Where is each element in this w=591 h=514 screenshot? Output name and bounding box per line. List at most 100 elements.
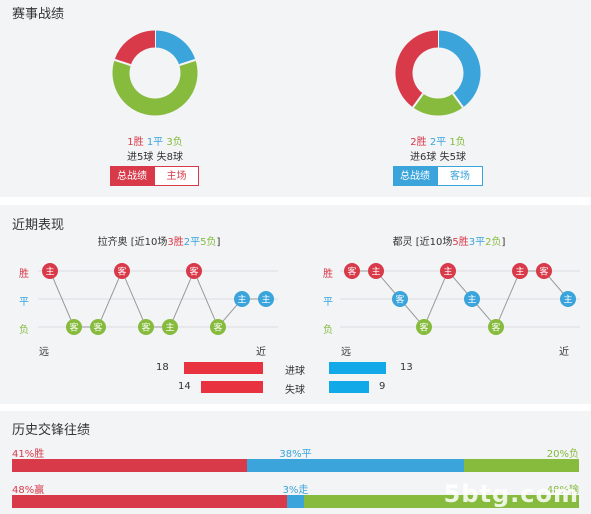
away-form-marker <box>344 263 360 279</box>
h2h-row2-bar <box>12 495 579 508</box>
away-form-venue-label: 主 <box>563 294 572 306</box>
h2h-row1-win-segment <box>12 459 247 472</box>
away-axis-far-label: 远 <box>341 347 351 358</box>
away-goals-against-bar <box>329 381 369 393</box>
away-goals-for-value: 13 <box>400 362 413 373</box>
home-form-point: 主 <box>258 291 274 307</box>
away-goals-summary: 进6球 失5球 <box>388 148 488 163</box>
home-goals-against-bar <box>201 381 263 393</box>
home-form-venue-label: 客 <box>141 322 150 334</box>
goals-against-label: 失球 <box>285 385 305 396</box>
home-record-summary: 1胜 1平 3负 <box>105 133 205 148</box>
h2h-row2-right-label: 48%输 <box>546 485 579 496</box>
h2h-row2-left-label: 48%赢 <box>12 485 45 496</box>
recent-section: 近期表现 拉齐奥 [近10场3胜2平5负] 都灵 [近10场5胜3平2负] 胜 … <box>0 205 591 404</box>
away-form-point: 主 <box>512 263 528 279</box>
home-axis-near-label: 近 <box>256 347 266 358</box>
h2h-row1-right-label: 20%负 <box>546 449 579 460</box>
h2h-section-title: 历史交锋往绩 <box>12 423 91 438</box>
away-tab-venue-button[interactable]: 客场 <box>437 166 483 186</box>
away-donut-draw-slice <box>437 30 481 108</box>
home-form-marker <box>258 291 274 307</box>
home-form-marker <box>210 319 226 335</box>
away-form-point: 客 <box>344 263 360 279</box>
away-draw-count: 2平 <box>429 137 447 148</box>
h2h-section: 历史交锋往绩 41%胜 38%平 20%负 48%赢 3%走 48%输 5btg… <box>0 411 591 514</box>
away-goals-against-value: 9 <box>379 381 386 392</box>
home-form-point: 客 <box>210 319 226 335</box>
home-axis-win-label: 胜 <box>19 269 29 280</box>
away-donut-separator <box>452 93 464 108</box>
away-donut-separator <box>412 93 424 108</box>
h2h-row1-draw-segment <box>246 459 465 472</box>
away-donut-loss-slice <box>413 93 463 116</box>
home-form-point: 客 <box>186 263 202 279</box>
home-form-venue-label: 客 <box>189 266 198 278</box>
away-form-marker <box>488 319 504 335</box>
away-form-point: 主 <box>560 291 576 307</box>
away-record-summary: 2胜 2平 1负 <box>388 133 488 148</box>
home-donut-win-slice <box>114 30 156 66</box>
home-form-marker <box>162 319 178 335</box>
away-axis-win-label: 胜 <box>323 269 333 280</box>
away-axis-draw-label: 平 <box>323 297 333 308</box>
away-axis-loss-label: 负 <box>323 325 333 336</box>
away-form-venue-label: 主 <box>515 266 524 278</box>
away-form-marker <box>440 263 456 279</box>
home-goals-for: 进5球 <box>127 152 154 163</box>
home-goals-for-value: 18 <box>156 362 169 373</box>
home-donut-separator <box>114 58 132 67</box>
home-form-venue-label: 主 <box>237 294 246 306</box>
home-goals-summary: 进5球 失8球 <box>105 148 205 163</box>
home-team-name: 拉齐奥 <box>97 237 128 248</box>
home-axis-far-label: 远 <box>39 347 49 358</box>
away-form-marker <box>560 291 576 307</box>
home-form-point: 客 <box>138 319 154 335</box>
home-form-venue-label: 主 <box>165 322 174 334</box>
home-form-point: 主 <box>42 263 58 279</box>
record-section: 赛事战绩 1胜 1平 3负 进5球 失8球 总战绩 主场 2胜 2平 1负 进6… <box>0 0 591 197</box>
home-form-venue-label: 客 <box>213 322 222 334</box>
home-draw-count: 1平 <box>146 137 164 148</box>
home-recent-form-chart: 主客 客客客 主客客主主 <box>38 263 278 335</box>
away-form-point: 主 <box>464 291 480 307</box>
home-form-marker <box>234 291 250 307</box>
home-form-venue-label: 客 <box>117 266 126 278</box>
away-form-point: 客 <box>416 319 432 335</box>
away-form-venue-label: 主 <box>467 294 476 306</box>
away-form-point: 主 <box>368 263 384 279</box>
away-form-venue-label: 主 <box>443 266 452 278</box>
home-goals-against-value: 14 <box>178 381 191 392</box>
away-recent-form-chart: 客主客客主主客主 客主 <box>340 263 580 335</box>
away-form-venue-label: 主 <box>371 266 380 278</box>
home-form-point: 客 <box>90 319 106 335</box>
away-team-name: 都灵 <box>392 237 413 248</box>
away-tab-all-button[interactable]: 总战绩 <box>393 166 437 186</box>
home-goals-against: 失8球 <box>156 152 183 163</box>
home-recent-header: 拉齐奥 [近10场3胜2平5负] <box>97 237 221 248</box>
home-loss-count: 3负 <box>166 137 183 148</box>
home-form-line <box>49 269 266 328</box>
home-tab-all-button[interactable]: 总战绩 <box>110 166 154 186</box>
away-form-point: 客 <box>488 319 504 335</box>
home-tab-venue-button[interactable]: 主场 <box>154 166 199 186</box>
away-form-line <box>352 270 569 328</box>
home-form-marker <box>90 319 106 335</box>
h2h-row1-bar <box>12 459 579 472</box>
away-form-point: 客 <box>392 291 408 307</box>
away-form-marker <box>392 291 408 307</box>
away-form-marker <box>464 291 480 307</box>
h2h-row2-draw-segment <box>286 495 305 508</box>
home-goals-for-bar <box>184 362 263 374</box>
away-loss-count: 1负 <box>449 137 466 148</box>
away-form-venue-label: 客 <box>491 322 500 334</box>
h2h-row2-win-segment <box>12 495 287 508</box>
h2h-row2-mid-label: 3%走 <box>282 485 309 496</box>
h2h-row1-loss-segment <box>464 459 579 472</box>
away-goals-for-bar <box>329 362 386 374</box>
home-form-venue-label: 客 <box>93 322 102 334</box>
h2h-row1-left-label: 41%胜 <box>12 449 45 460</box>
home-form-marker <box>42 263 58 279</box>
away-record-donut <box>395 30 481 116</box>
home-form-point: 客 <box>114 263 130 279</box>
